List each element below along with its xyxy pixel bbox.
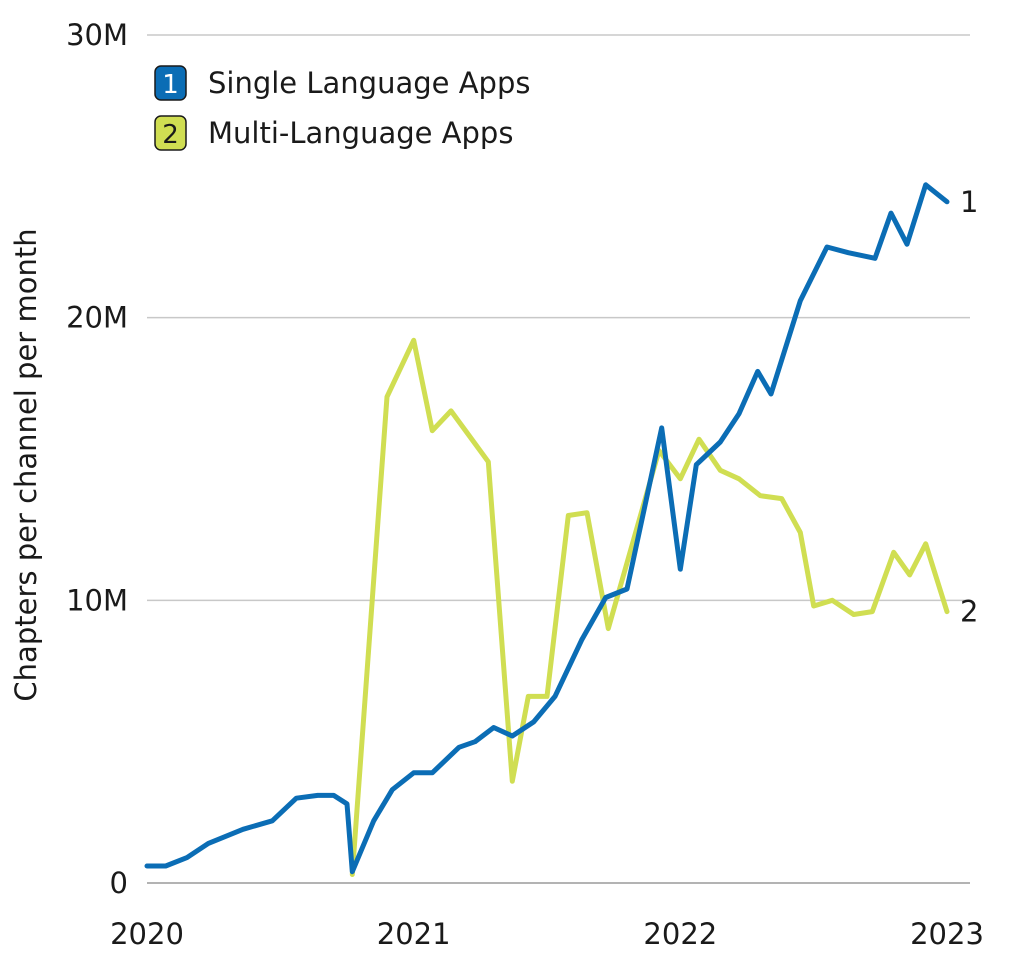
series-end-labels: 12 — [960, 185, 978, 629]
legend-label: Multi-Language Apps — [208, 116, 513, 150]
legend-item: 1 Single Language Apps — [155, 66, 530, 100]
legend-item: 2 Multi-Language Apps — [155, 116, 513, 150]
x-tick-label: 2023 — [910, 917, 984, 951]
series-end-label: 1 — [960, 185, 978, 219]
x-tick-label: 2020 — [110, 917, 184, 951]
legend: 1 Single Language Apps 2 Multi-Language App… — [155, 66, 530, 150]
y-tick-label: 20M — [66, 301, 128, 335]
x-axis-ticks: 2020 2021 2022 2023 — [110, 917, 984, 951]
legend-marker: 2 — [162, 120, 179, 150]
x-tick-label: 2022 — [643, 917, 717, 951]
y-axis-ticks: 0 10M 20M 30M — [66, 18, 128, 900]
y-tick-label: 0 — [110, 866, 128, 900]
y-tick-label: 10M — [66, 583, 128, 617]
y-tick-label: 30M — [66, 18, 128, 52]
series-line-1 — [147, 185, 947, 872]
gridlines — [147, 35, 970, 883]
x-tick-label: 2021 — [377, 917, 451, 951]
y-axis-title: Chapters per channel per month — [9, 228, 43, 701]
series-line-2 — [352, 340, 947, 874]
series-lines — [147, 185, 947, 875]
legend-label: Single Language Apps — [208, 66, 530, 100]
legend-marker: 1 — [162, 70, 179, 100]
series-end-label: 2 — [960, 595, 978, 629]
